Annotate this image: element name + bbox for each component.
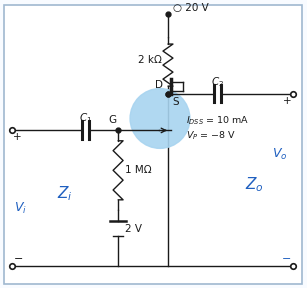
Text: $C_2$: $C_2$ (211, 75, 224, 88)
Text: −: − (14, 254, 23, 264)
Text: +: + (14, 132, 22, 142)
Text: $C_1$: $C_1$ (79, 112, 92, 126)
Text: $V_i$: $V_i$ (14, 201, 27, 216)
Text: 1 MΩ: 1 MΩ (125, 165, 152, 175)
Text: −: − (282, 254, 292, 264)
Text: S: S (172, 96, 179, 107)
Circle shape (130, 88, 190, 148)
FancyBboxPatch shape (4, 5, 301, 284)
Text: +: + (283, 96, 292, 105)
Text: D: D (155, 79, 163, 90)
Text: $I_{DSS}$ = 10 mA: $I_{DSS}$ = 10 mA (186, 114, 249, 127)
Text: $Z_o$: $Z_o$ (245, 175, 264, 194)
Text: 2 kΩ: 2 kΩ (138, 55, 162, 65)
Text: $V_P$ = −8 V: $V_P$ = −8 V (186, 129, 236, 142)
Text: $V_o$: $V_o$ (272, 147, 288, 162)
Text: ○ 20 V: ○ 20 V (173, 3, 209, 13)
Text: G: G (108, 115, 116, 126)
Text: $Z_i$: $Z_i$ (57, 184, 73, 202)
Text: 2 V: 2 V (125, 224, 142, 234)
